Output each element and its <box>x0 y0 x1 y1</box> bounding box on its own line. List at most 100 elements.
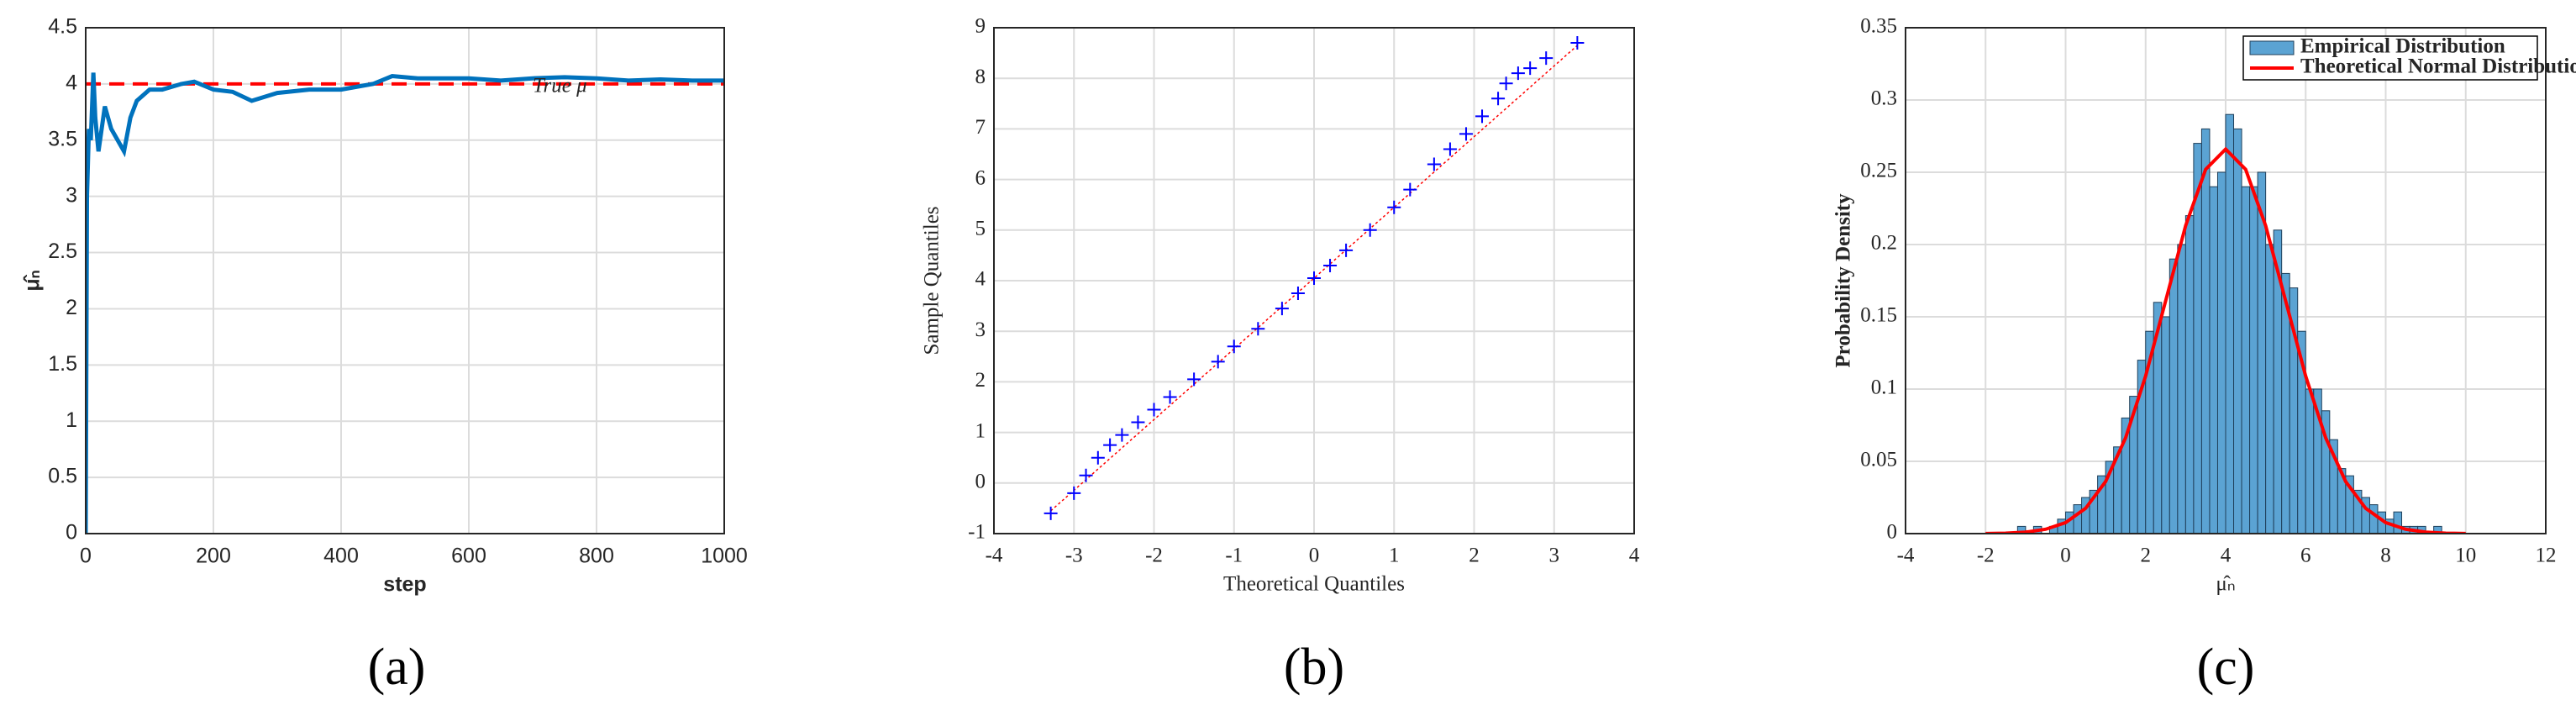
point <box>1211 355 1225 369</box>
x-tick-label: 2 <box>2141 545 2152 567</box>
axes-frame <box>993 27 1635 534</box>
y-tick-label: 0 <box>1887 521 1898 544</box>
bar <box>2184 215 2195 534</box>
point <box>1227 339 1241 354</box>
bar <box>2433 525 2442 534</box>
x-tick-label: 1000 <box>701 545 748 568</box>
y-tick-label: 0.1 <box>1871 376 1897 399</box>
normal-curve <box>1985 146 2466 534</box>
point <box>1491 92 1506 106</box>
chart: -4 -2 0 2 4 6 8 10 12 0 0.05 0.1 0.15 0.2 0.25 0.3 0.35 E… <box>1832 15 2576 697</box>
y-tick-label: -1 <box>968 521 986 544</box>
plot <box>86 72 724 534</box>
x-tick-label: 800 <box>579 545 614 568</box>
point <box>1275 302 1289 316</box>
point <box>1523 61 1538 76</box>
point <box>1307 271 1321 285</box>
point <box>1539 51 1553 66</box>
point <box>1044 506 1058 520</box>
chart: -4 -3 -2 -1 0 1 2 3 4 -1 0 1 2 3 4 5 6 7 8 9 Theoretical Qua… <box>921 15 1640 697</box>
point <box>1115 428 1129 442</box>
bar <box>2233 128 2242 534</box>
point <box>1067 486 1081 500</box>
bar <box>2265 244 2274 534</box>
x-tick-label: 3 <box>1549 545 1560 567</box>
y-tick-label: 6 <box>975 166 986 189</box>
y-tick-label: 0 <box>66 521 77 545</box>
y-tick-label: 0.15 <box>1860 304 1897 327</box>
point <box>1403 182 1417 197</box>
legend-swatch <box>2249 40 2295 55</box>
reference-label: True μ <box>533 75 587 97</box>
point <box>1339 243 1354 257</box>
point <box>1570 36 1585 50</box>
x-tick-label: 4 <box>1629 545 1640 567</box>
y-tick-label: 0.25 <box>1860 160 1897 182</box>
x-axis-label: μ̂ₙ <box>2216 573 2235 596</box>
x-tick-label: -1 <box>1225 545 1243 567</box>
x-tick-label: 10 <box>2455 545 2476 567</box>
chart: 0 200 400 600 800 1000 0 0.5 1 1.5 2 2.5 3 3.5 4 4.5 Tru… <box>21 15 748 697</box>
point <box>1163 390 1177 404</box>
y-tick-label: 4 <box>66 71 77 94</box>
y-tick-label: 0.05 <box>1860 449 1897 471</box>
x-tick-label: -3 <box>1065 545 1083 567</box>
x-tick-label: -4 <box>986 545 1003 567</box>
bar <box>2216 171 2226 534</box>
x-axis-label: step <box>383 573 426 597</box>
point <box>1103 438 1117 452</box>
bar <box>2393 511 2403 534</box>
point <box>1091 450 1105 465</box>
point <box>1291 287 1305 301</box>
bar <box>2249 186 2258 534</box>
x-tick-label: 0 <box>2060 545 2071 567</box>
y-tick-label: 2.5 <box>48 239 77 263</box>
point <box>1427 157 1441 171</box>
y-tick-label: 1.5 <box>48 352 77 376</box>
y-axis-label: Probability Density <box>1832 193 1855 368</box>
x-tick-label: 4 <box>2221 545 2232 567</box>
y-tick-label: 3 <box>66 183 77 207</box>
bar <box>2016 525 2027 534</box>
point <box>1459 127 1473 141</box>
bar <box>2305 388 2315 534</box>
x-tick-label: 600 <box>451 545 486 568</box>
axes-frame <box>85 27 725 534</box>
point <box>1387 200 1401 214</box>
x-tick-label: 0 <box>1309 545 1320 567</box>
x-tick-label: 200 <box>196 545 231 568</box>
bar <box>2169 258 2179 534</box>
plot <box>1044 36 1585 520</box>
y-tick-label: 0.35 <box>1860 15 1897 38</box>
data-line <box>86 72 724 534</box>
y-axis-label: μ̂ₙ <box>21 270 45 291</box>
bar <box>2368 504 2379 534</box>
point <box>1323 258 1338 272</box>
x-tick-label: 0 <box>80 545 92 568</box>
x-tick-label: -2 <box>1977 545 1995 567</box>
y-tick-label: 7 <box>975 116 986 139</box>
point <box>1251 322 1265 336</box>
point <box>1499 76 1513 91</box>
bar <box>2225 113 2235 534</box>
point <box>1079 468 1093 482</box>
y-tick-label: 1 <box>66 408 77 432</box>
axes-frame <box>1905 27 2547 534</box>
x-tick-label: 8 <box>2380 545 2391 567</box>
y-tick-label: 8 <box>975 66 986 88</box>
point <box>1475 109 1490 124</box>
point <box>1131 415 1145 429</box>
y-tick-label: 0 <box>975 471 986 493</box>
point <box>1187 372 1201 387</box>
x-tick-label: -2 <box>1145 545 1163 567</box>
y-tick-label: 4 <box>975 268 986 291</box>
bar <box>2200 128 2211 534</box>
reference-line <box>1050 45 1578 512</box>
caption: (c) <box>2197 639 2255 696</box>
bar <box>2241 186 2251 534</box>
y-tick-label: 5 <box>975 218 986 240</box>
y-tick-label: 0.2 <box>1871 232 1897 255</box>
point <box>1363 223 1377 237</box>
x-tick-label: 12 <box>2536 545 2557 567</box>
